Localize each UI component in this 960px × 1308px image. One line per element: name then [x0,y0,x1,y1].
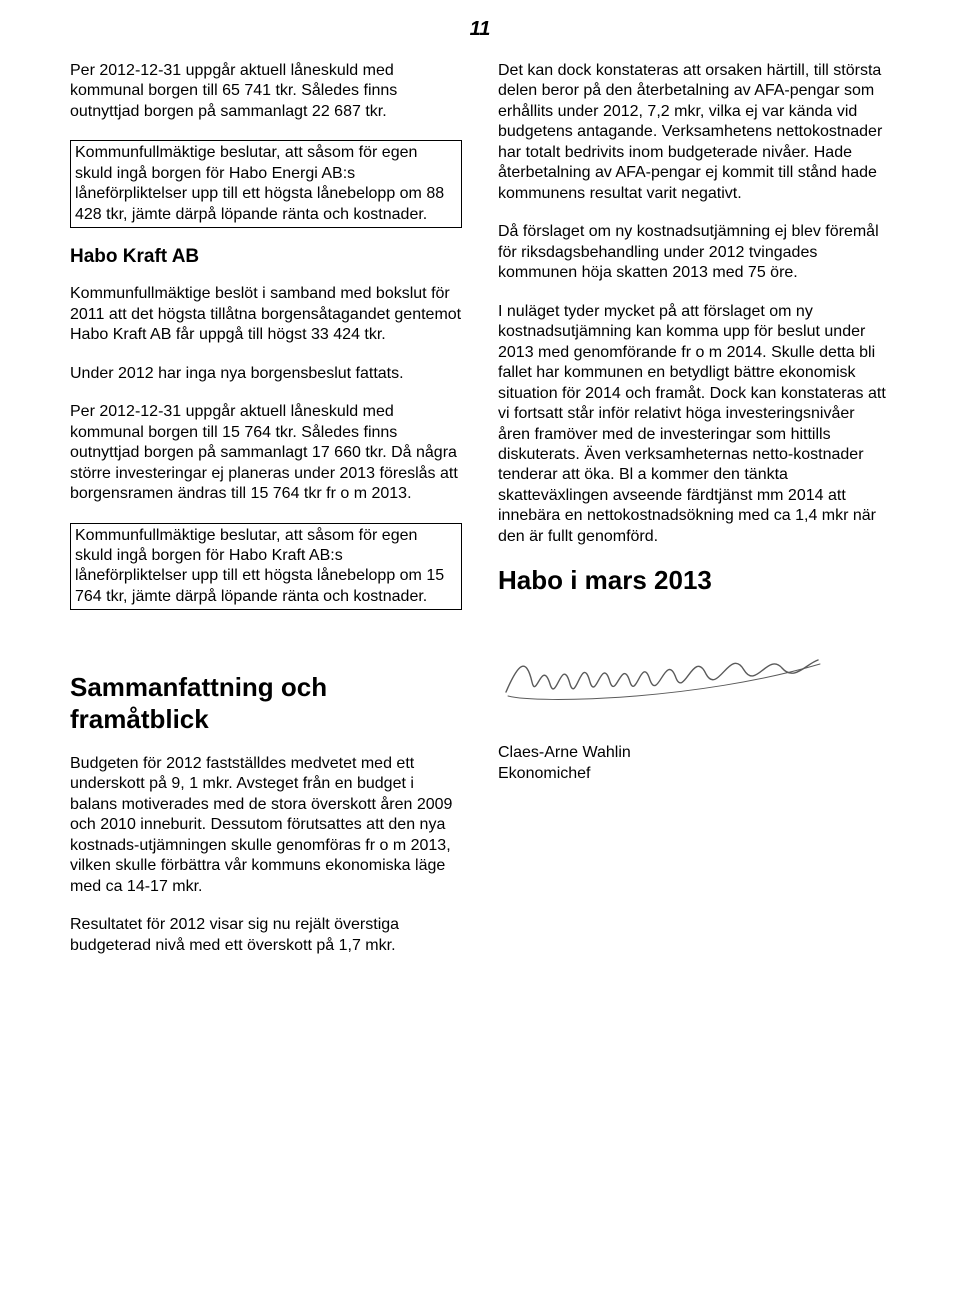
left-para-3: Under 2012 har inga nya borgensbeslut fa… [70,364,462,384]
heading-habo-kraft: Habo Kraft AB [70,246,462,268]
decision-box-1: Kommunfullmäktige beslutar, att såsom fö… [70,140,462,228]
signature-image [498,634,890,719]
right-column: Det kan dock konstateras att orsaken här… [498,61,890,628]
right-para-1: Det kan dock konstateras att orsaken här… [498,61,890,204]
page-number: 11 [70,18,890,41]
right-para-2: Då förslaget om ny kostnadsutjämning ej … [498,222,890,283]
bottom-left: Sammanfattning och framåtblick Budgeten … [70,628,462,974]
left-para-1: Per 2012-12-31 uppgår aktuell låneskuld … [70,61,462,122]
signer-title: Ekonomichef [498,764,890,784]
bottom-right: Claes-Arne Wahlin Ekonomichef [498,628,890,784]
page: 11 Per 2012-12-31 uppgår aktuell lånesku… [0,0,960,1308]
bottom-para-1: Budgeten för 2012 fastställdes medvetet … [70,754,462,897]
left-column: Per 2012-12-31 uppgår aktuell låneskuld … [70,61,462,628]
right-para-3: I nuläget tyder mycket på att förslaget … [498,302,890,548]
signer-name: Claes-Arne Wahlin [498,743,890,763]
bottom-row: Sammanfattning och framåtblick Budgeten … [70,628,890,974]
heading-sammanfattning: Sammanfattning och framåtblick [70,672,462,735]
left-para-4: Per 2012-12-31 uppgår aktuell låneskuld … [70,402,462,504]
left-para-2: Kommunfullmäktige beslöt i samband med b… [70,284,462,345]
heading-habo-mars: Habo i mars 2013 [498,565,890,596]
decision-box-2: Kommunfullmäktige beslutar, att såsom fö… [70,523,462,611]
two-column-layout: Per 2012-12-31 uppgår aktuell låneskuld … [70,61,890,628]
bottom-para-2: Resultatet för 2012 visar sig nu rejält … [70,915,462,956]
signature-icon [498,634,828,714]
